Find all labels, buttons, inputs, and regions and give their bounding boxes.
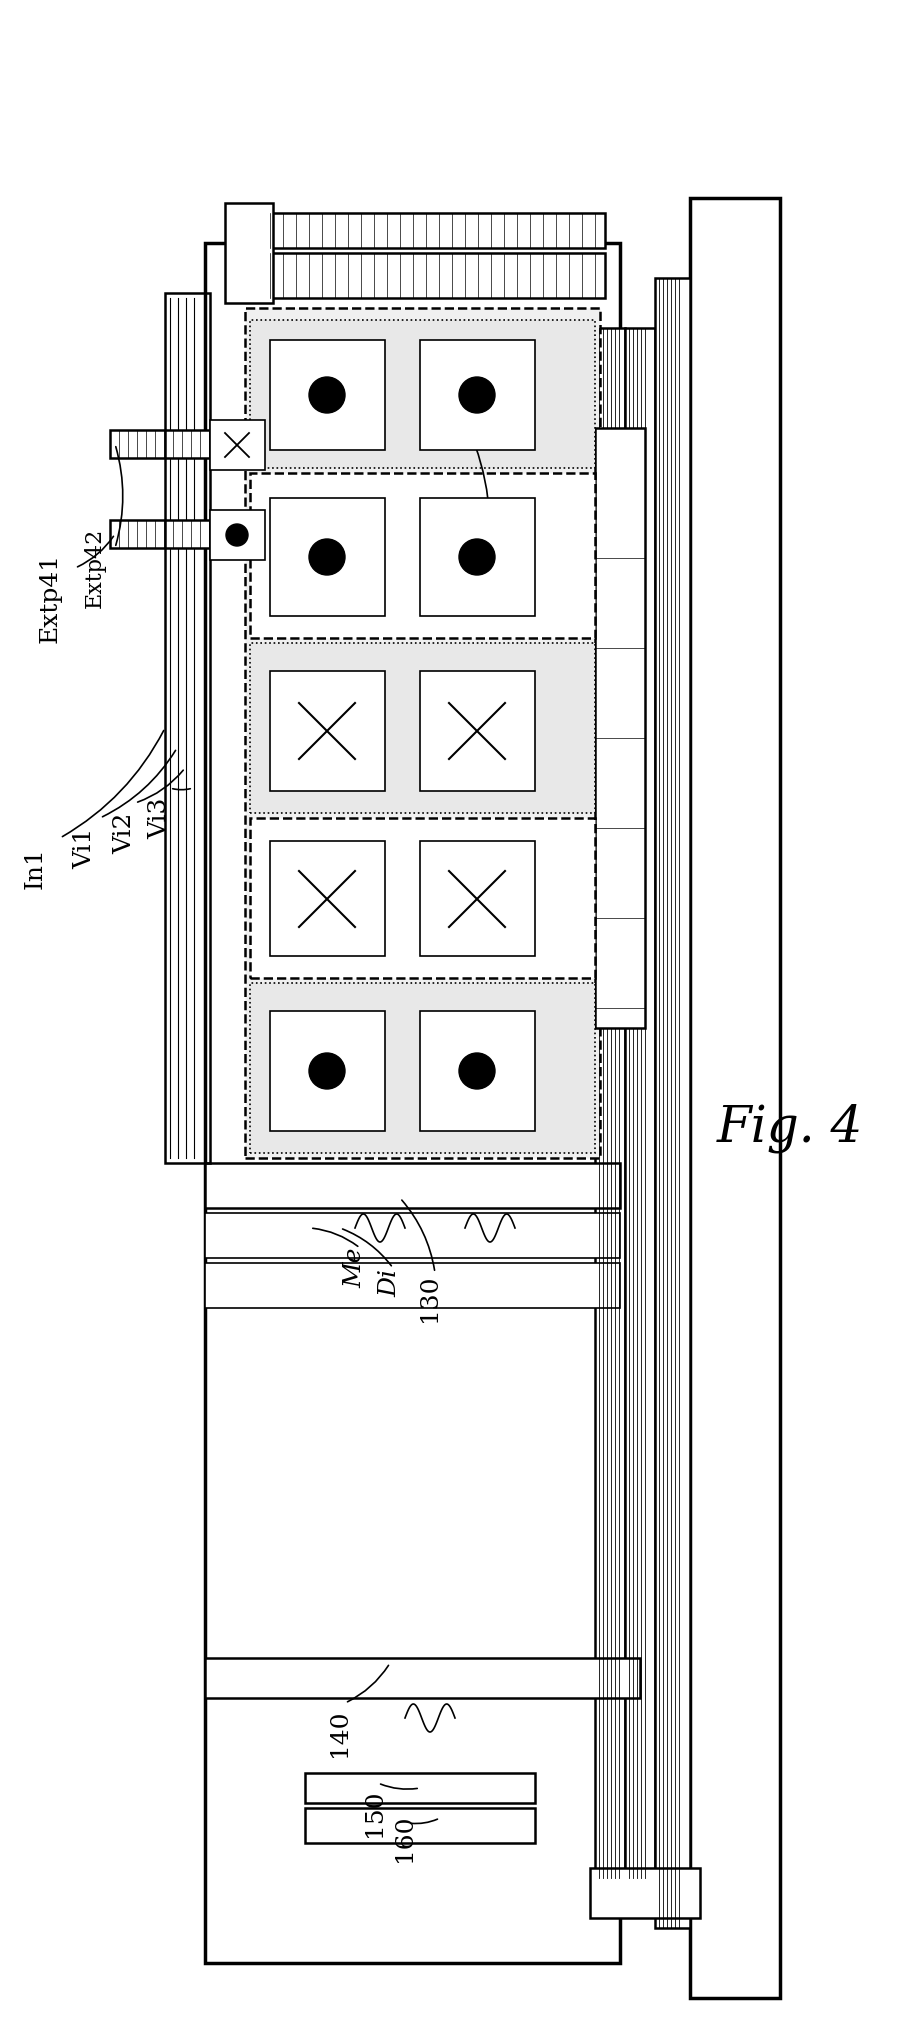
Bar [420,671,535,791]
Circle shape [309,377,345,414]
Bar [420,341,535,450]
Bar [270,213,604,247]
Bar [304,1809,535,1843]
Bar [270,499,385,617]
Bar [270,1012,385,1132]
Text: 130: 130 [418,1274,441,1322]
Circle shape [309,1053,345,1089]
Bar [250,473,594,639]
Bar [250,320,594,468]
Bar [270,341,385,450]
Text: 140: 140 [328,1710,351,1756]
Bar [420,842,535,955]
Bar [594,428,644,1028]
Text: Di: Di [378,1270,401,1298]
Bar [655,278,689,1929]
Text: Vi2: Vi2 [114,813,136,854]
Text: Extp41: Extp41 [39,554,61,643]
Bar [270,254,604,298]
Circle shape [226,523,247,546]
Bar [420,499,535,617]
Bar [270,842,385,955]
Bar [689,199,779,1998]
Bar [209,420,265,470]
Bar [250,817,594,977]
Bar [110,519,209,548]
Bar [205,243,619,1963]
Circle shape [459,377,495,414]
Text: Vi3: Vi3 [148,797,172,840]
Bar [205,1659,639,1697]
Bar [590,1868,699,1918]
Circle shape [309,539,345,576]
Text: In1: In1 [23,848,46,888]
Bar [110,430,209,458]
Text: 160: 160 [393,1815,416,1862]
Bar [225,203,273,302]
Bar [205,1162,619,1209]
Text: Me: Me [343,1247,366,1288]
Bar [594,329,624,1878]
Text: In2: In2 [478,548,501,588]
Text: 150: 150 [363,1789,386,1837]
Bar [304,1772,535,1803]
Circle shape [459,539,495,576]
Text: Extp42: Extp42 [84,527,106,608]
Bar [270,671,385,791]
Circle shape [459,1053,495,1089]
Bar [205,1263,619,1308]
Text: Fig. 4: Fig. 4 [716,1103,862,1152]
Bar [165,292,209,1162]
Bar [250,643,594,813]
Bar [209,509,265,560]
Bar [245,308,600,1158]
Bar [420,1012,535,1132]
Bar [205,1213,619,1257]
Bar [624,329,655,1878]
Text: Vi1: Vi1 [73,827,97,868]
Bar [250,984,594,1154]
